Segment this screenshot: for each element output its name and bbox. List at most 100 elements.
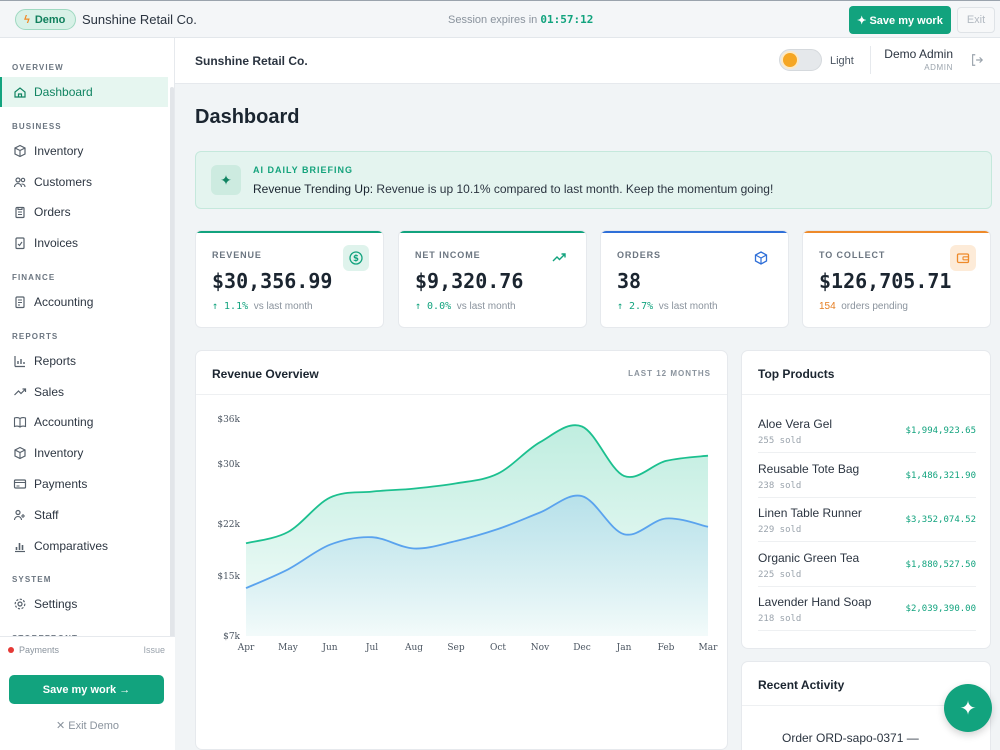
- status-dot-icon: [8, 647, 14, 653]
- sidebar-item-accounting[interactable]: Accounting: [0, 407, 168, 437]
- sidebar-footer: Payments Issue Save my work → ✕ Exit Dem…: [0, 636, 175, 750]
- gear-icon: [14, 598, 26, 610]
- sidebar-scrollbar[interactable]: [170, 87, 174, 677]
- revenue-range[interactable]: LAST 12 MONTHS: [628, 369, 711, 378]
- sidebar-section-title: FINANCE: [12, 273, 56, 282]
- y-tick-label: $36k: [217, 415, 240, 425]
- stat-note: vs last month: [658, 301, 718, 312]
- integration-tag: Issue: [143, 645, 165, 655]
- exit-button[interactable]: Exit: [957, 7, 995, 33]
- theme-label: Light: [830, 55, 854, 67]
- columns-icon: [15, 542, 25, 552]
- sidebar-item-label: Inventory: [34, 446, 84, 461]
- briefing-message: Revenue is up 10.1% compared to last mon…: [376, 182, 774, 196]
- integration-status[interactable]: Payments Issue: [8, 645, 165, 655]
- user-name[interactable]: Demo Admin: [884, 47, 953, 61]
- sidebar-item-reports[interactable]: Reports: [0, 346, 168, 376]
- staff-icon: [13, 509, 25, 520]
- stat-card-orders[interactable]: ORDERS 38 ↑ 2.7% vs last month: [600, 230, 789, 328]
- card-accent-bar: [196, 231, 383, 233]
- wallet-icon: [950, 245, 976, 271]
- sidebar-item-inventory[interactable]: Inventory: [0, 438, 168, 468]
- sidebar-item-label: Invoices: [34, 236, 79, 251]
- company-name: Sunshine Retail Co.: [82, 12, 197, 27]
- product-row[interactable]: Aloe Vera Gel 255 sold $1,994,923.65: [758, 409, 976, 453]
- card-accent-bar: [803, 231, 990, 233]
- product-sold: 255 sold: [758, 436, 802, 446]
- sidebar-item-staff[interactable]: Staff: [0, 500, 168, 530]
- theme-toggle[interactable]: [779, 49, 822, 71]
- sidebar-item-inventory[interactable]: Inventory: [0, 136, 168, 166]
- exit-demo-link[interactable]: ✕ Exit Demo: [55, 720, 120, 732]
- product-name: Linen Table Runner: [758, 506, 862, 520]
- sidebar-item-settings[interactable]: Settings: [0, 589, 168, 619]
- stat-value: $30,356.99: [212, 269, 333, 293]
- x-tick-label: Jul: [365, 643, 378, 653]
- sidebar-section-title: REPORTS: [12, 331, 59, 341]
- users-icon: [13, 176, 26, 187]
- sidebar-item-comparatives[interactable]: Comparatives: [0, 531, 168, 561]
- header-company-name: Sunshine Retail Co.: [195, 54, 308, 68]
- sidebar-item-label: Settings: [34, 597, 78, 612]
- sidebar-item-sales[interactable]: Sales: [0, 377, 168, 407]
- stat-label: REVENUE: [212, 250, 262, 260]
- stat-subtext: ↑ 1.1% vs last month: [212, 301, 313, 312]
- sidebar-item-dashboard[interactable]: Dashboard: [0, 77, 168, 107]
- stat-note: orders pending: [841, 301, 908, 312]
- sidebar-item-orders[interactable]: Orders: [0, 197, 168, 227]
- cube-icon: [748, 245, 774, 271]
- x-tick-label: Dec: [573, 643, 591, 653]
- sidebar-item-label: Reports: [34, 353, 77, 368]
- product-row[interactable]: Organic Green Tea 225 sold $1,880,527.50: [758, 543, 976, 587]
- product-sold: 238 sold: [758, 480, 802, 491]
- product-row[interactable]: Linen Table Runner 229 sold $3,352,074.5…: [758, 498, 976, 542]
- product-row[interactable]: Lavender Hand Soap 218 sold $2,039,390.0…: [758, 587, 976, 631]
- x-tick-label: Apr: [237, 643, 255, 653]
- stat-value: $126,705.71: [819, 269, 952, 293]
- briefing-text: Revenue Trending Up: Revenue is up 10.1%…: [253, 182, 773, 196]
- sidebar-item-label: Dashboard: [34, 85, 93, 99]
- svg-text:$: $: [353, 254, 359, 264]
- x-tick-label: Feb: [658, 643, 675, 653]
- stat-note: vs last month: [456, 301, 516, 312]
- product-sold: 218 sold: [758, 614, 802, 624]
- stat-value: $9,320.76: [415, 269, 524, 293]
- stat-label: TO COLLECT: [819, 250, 886, 260]
- stat-card-revenue[interactable]: REVENUE $30,356.99 ↑ 1.1% vs last month …: [195, 230, 384, 328]
- sidebar-item-label: Sales: [34, 384, 65, 399]
- stat-delta: ↑ 1.1%: [212, 301, 249, 312]
- product-row[interactable]: Reusable Tote Bag 238 sold $1,486,321.90: [758, 454, 976, 498]
- sidebar-item-label: Accounting: [34, 295, 94, 309]
- sidebar-item-accounting[interactable]: Accounting: [0, 287, 168, 317]
- product-name: Organic Green Tea: [758, 550, 860, 565]
- logout-icon[interactable]: [970, 53, 984, 67]
- bar-chart-icon: [14, 355, 25, 367]
- product-value: $1,486,321.90: [905, 470, 976, 481]
- demo-topbar: ϟ Demo Sunshine Retail Co. Session expir…: [0, 0, 1000, 38]
- x-tick-label: May: [278, 643, 299, 653]
- stat-value: 38: [617, 269, 642, 293]
- revenue-series-2-area: [246, 495, 708, 636]
- save-work-button[interactable]: ✦ Save my work: [849, 6, 951, 34]
- stat-delta: ↑ 2.7%: [617, 301, 654, 312]
- sidebar-item-invoices[interactable]: Invoices: [0, 228, 168, 258]
- sidebar-item-customers[interactable]: Customers: [0, 167, 168, 197]
- demo-badge: ϟ Demo: [15, 9, 77, 30]
- sidebar-section-title: BUSINESS: [12, 121, 62, 131]
- sidebar-section-title: OVERVIEW: [12, 63, 64, 72]
- sidebar-item-label: Payments: [34, 477, 88, 491]
- stat-card-net-income[interactable]: NET INCOME $9,320.76 ↑ 0.0% vs last mont…: [398, 230, 587, 328]
- card-accent-bar: [601, 231, 788, 233]
- activity-item[interactable]: Order ORD-sapo-0371 —: [782, 731, 919, 745]
- stat-label: ORDERS: [617, 250, 661, 260]
- recent-activity-title: Recent Activity: [758, 678, 845, 692]
- sidebar-item-label: Orders: [34, 205, 71, 220]
- header-divider: [870, 46, 871, 74]
- y-tick-label: $30k: [217, 460, 240, 470]
- sidebar-save-button[interactable]: Save my work →: [9, 675, 164, 704]
- stat-card-to-collect[interactable]: TO COLLECT $126,705.71 154 orders pendin…: [802, 230, 991, 328]
- ai-assistant-button[interactable]: ✦: [944, 684, 992, 732]
- panel-divider: [742, 394, 990, 395]
- sidebar-item-label: Inventory: [34, 143, 84, 158]
- sidebar-item-payments[interactable]: Payments: [0, 469, 168, 499]
